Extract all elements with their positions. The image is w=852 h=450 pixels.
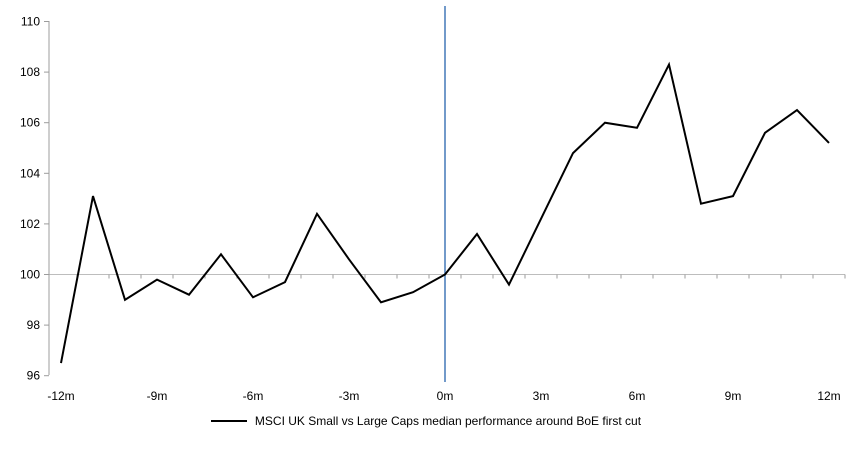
x-tick-label: -6m [243,389,264,403]
y-tick-label: 102 [20,217,40,231]
x-tick-label: -9m [147,389,168,403]
y-tick-label: 110 [21,15,40,29]
y-tick-label: 104 [20,166,40,180]
x-tick-label: 12m [817,389,840,403]
legend-label: MSCI UK Small vs Large Caps median perfo… [254,414,642,428]
x-tick-label: 0m [437,389,454,403]
x-axis-ticks-group [76,274,846,279]
y-axis-labels-group: 96 98 100 102 104 106 108 110 [20,15,40,383]
x-tick-label: -3m [339,389,360,403]
y-axis-group [44,21,50,377]
legend: MSCI UK Small vs Large Caps median perfo… [0,414,852,428]
y-tick-label: 96 [27,369,41,383]
y-tick-label: 106 [20,116,40,130]
y-tick-label: 100 [20,268,40,282]
legend-line-icon [210,420,247,422]
data-line [60,61,830,364]
y-tick-label: 98 [27,318,41,332]
series-group [60,61,830,364]
x-axis-labels-group: -12m -9m -6m -3m 0m 3m 6m 9m 12m [47,389,840,403]
y-tick-label: 108 [20,65,40,79]
x-tick-label: 6m [629,389,646,403]
x-tick-label: 3m [533,389,550,403]
x-tick-label: -12m [47,389,74,403]
x-tick-label: 9m [725,389,742,403]
